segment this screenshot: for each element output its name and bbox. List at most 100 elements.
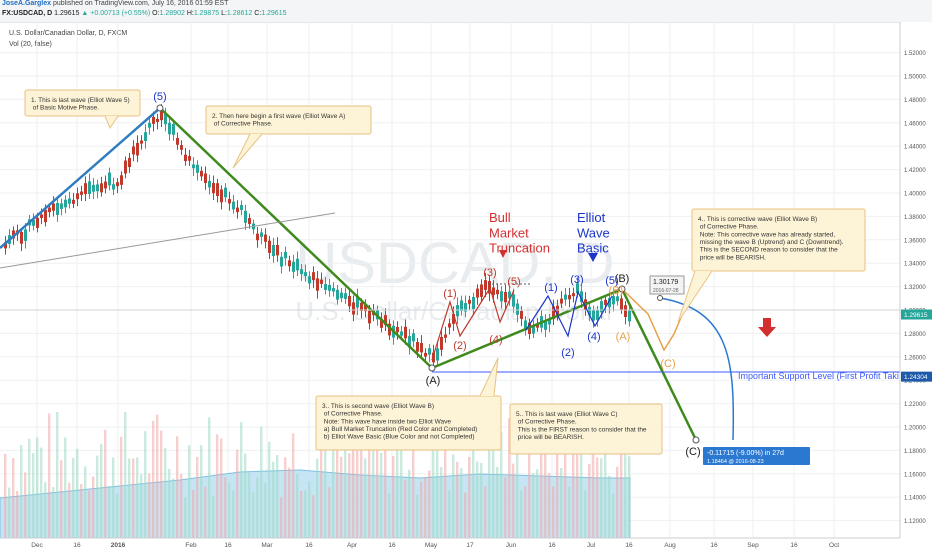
wave-label: (C): [660, 358, 675, 370]
volume-bar: [428, 470, 431, 538]
volume-bar: [264, 483, 267, 538]
volume-bar: [104, 429, 107, 538]
candle: [364, 304, 367, 312]
candle: [136, 142, 139, 156]
volume-bar: [120, 436, 123, 538]
candle: [468, 299, 471, 304]
candle: [512, 294, 515, 307]
low-value: 1.28612: [226, 10, 253, 17]
wave-5-end: [156, 104, 164, 112]
target-price-label: 1.24304: [904, 374, 928, 381]
note-4-tail: [677, 270, 713, 323]
candle: [204, 173, 207, 184]
volume-bar: [28, 438, 31, 538]
volume-bar: [196, 456, 199, 538]
volume-bar: [376, 430, 379, 538]
volume-bar: [380, 452, 383, 538]
volume-bar: [516, 425, 519, 538]
x-tick-label: Feb: [185, 542, 197, 549]
forecast-value: 1.30179: [653, 279, 678, 286]
volume-bar: [404, 479, 407, 538]
volume-bar: [492, 449, 495, 538]
candle: [456, 305, 459, 317]
note-4-text-line: Note: This corrective wave has already s…: [698, 231, 835, 238]
volume-bar: [440, 467, 443, 538]
y-tick-label: 1.46000: [904, 121, 926, 127]
y-tick-label: 1.52000: [904, 51, 926, 57]
candle: [140, 140, 143, 144]
candle: [36, 217, 39, 228]
note-3-text: 3.. This is second wave (Elliot Wave B) …: [322, 403, 477, 441]
y-tick-label: 1.16000: [904, 472, 926, 478]
note-1-tail: [104, 115, 119, 130]
volume-bar: [372, 439, 375, 538]
note-3: [315, 395, 502, 451]
candle: [500, 291, 503, 302]
volume-bar: [600, 458, 603, 538]
x-tick-label: 16: [224, 542, 232, 549]
volume-bar: [388, 493, 391, 538]
volume-bar: [584, 490, 587, 538]
bull-truncation-title-line: Market: [489, 225, 529, 240]
wave-label: (A): [426, 375, 441, 387]
volume-bar: [136, 457, 139, 538]
candle: [472, 296, 475, 310]
volume-bar: [512, 463, 515, 538]
candle: [156, 118, 159, 123]
volume-bar: [340, 456, 343, 538]
candle: [232, 201, 235, 210]
quote-line: FX:USDCAD, D 1.29615 ▲ +0.00713 (+0.55%)…: [2, 10, 287, 17]
y-tick-label: 1.24000: [904, 379, 926, 385]
candle: [604, 299, 607, 306]
volume-bar: [56, 411, 59, 538]
note-3-text-line: Note: This wave have inside two Elliot W…: [322, 418, 451, 425]
projection-line2: 1.18464 @ 2016-08-23: [707, 459, 764, 465]
y-tick-label: 1.44000: [904, 145, 926, 151]
candle: [560, 298, 563, 304]
volume-bar: [160, 430, 163, 538]
candle: [292, 261, 295, 272]
candle: [276, 245, 279, 256]
volume-bar: [540, 415, 543, 538]
volume-bar: [152, 420, 155, 538]
volume-bar: [16, 490, 19, 538]
candle: [436, 348, 439, 361]
candle: [284, 251, 287, 259]
candle: [616, 296, 619, 302]
candle: [444, 334, 447, 338]
wave-a-line: [159, 107, 433, 369]
volume-bar: [208, 417, 211, 538]
candle: [280, 256, 283, 267]
candle: [336, 289, 339, 300]
candle: [60, 203, 63, 209]
volume-bar: [288, 467, 291, 538]
volume-bar: [392, 455, 395, 538]
candle: [132, 146, 135, 155]
wave-label: (3): [570, 274, 583, 286]
volume-bar: [88, 490, 91, 538]
volume-bar: [432, 444, 435, 538]
change-value: ▲ +0.00713 (+0.55%): [81, 10, 151, 17]
wave-label: (C): [685, 446, 700, 458]
volume-bar: [216, 434, 219, 538]
candle: [172, 123, 175, 135]
volume-bar: [576, 450, 579, 538]
wave-a-end: [428, 364, 436, 372]
candle: [628, 310, 631, 322]
bull-truncation-title-line: Bull: [489, 210, 511, 225]
author-link[interactable]: JoseA.Garglex: [2, 0, 52, 7]
note-2: [205, 105, 372, 135]
volume-bar: [280, 497, 283, 538]
wave-c-end: [692, 436, 700, 444]
x-tick-label: May: [425, 542, 438, 549]
candle: [496, 289, 499, 295]
impulse-line: [0, 107, 161, 249]
axes: 1.52000 1.50000 1.48000 1.46000 1.44000 1.420…: [0, 22, 932, 550]
volume-bar: [468, 456, 471, 538]
candle: [108, 172, 111, 186]
volume-bar: [8, 487, 11, 538]
note-2-tail: [232, 133, 263, 169]
candle: [24, 229, 27, 241]
volume-bar: [420, 481, 423, 538]
